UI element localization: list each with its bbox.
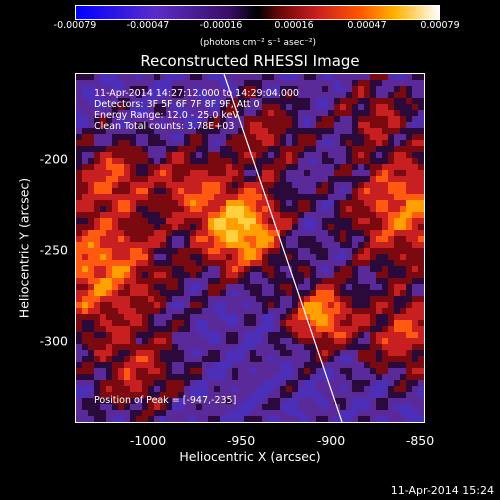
colorbar-tick: -0.00079 — [53, 20, 97, 31]
x-tick: -850 — [405, 433, 435, 448]
colorbar-tick: -0.00016 — [199, 20, 243, 31]
image-title: Reconstructed RHESSI Image — [140, 52, 360, 70]
timestamp: 11-Apr-2014 15:24 — [390, 484, 494, 497]
colorbar-tick: 0.00079 — [420, 20, 460, 31]
x-tick: -1000 — [129, 433, 167, 448]
solar-image: 11-Apr-2014 14:27:12.000 to 14:29:04.000… — [75, 73, 425, 423]
info-energy: Energy Range: 12.0 - 25.0 keV — [94, 110, 239, 121]
info-detectors: Detectors: 3F 5F 6F 7F 8F 9F, Att 0 — [94, 99, 260, 110]
x-tick: -950 — [226, 433, 256, 448]
colorbar-tick: 0.00016 — [274, 20, 314, 31]
limb-line — [223, 74, 343, 422]
x-tick: -900 — [316, 433, 346, 448]
colorbar-tick: 0.00047 — [347, 20, 387, 31]
colorbar-tick: -0.00047 — [126, 20, 170, 31]
info-time: 11-Apr-2014 14:27:12.000 to 14:29:04.000 — [94, 88, 299, 99]
y-tick: -250 — [39, 242, 68, 258]
heatmap-image — [76, 74, 424, 422]
y-axis-label: Heliocentric Y (arcsec) — [16, 177, 32, 319]
peak-position: Position of Peak = [-947,-235] — [94, 395, 237, 406]
y-tick: -200 — [39, 151, 68, 167]
x-axis-label: Heliocentric X (arcsec) — [179, 449, 321, 464]
info-clean: Clean Total counts: 3.78E+03 — [94, 121, 235, 132]
colorbar-units: (photons cm⁻² s⁻¹ asec⁻²) — [199, 38, 317, 48]
colorbar — [75, 5, 440, 20]
y-tick: -300 — [39, 333, 68, 349]
